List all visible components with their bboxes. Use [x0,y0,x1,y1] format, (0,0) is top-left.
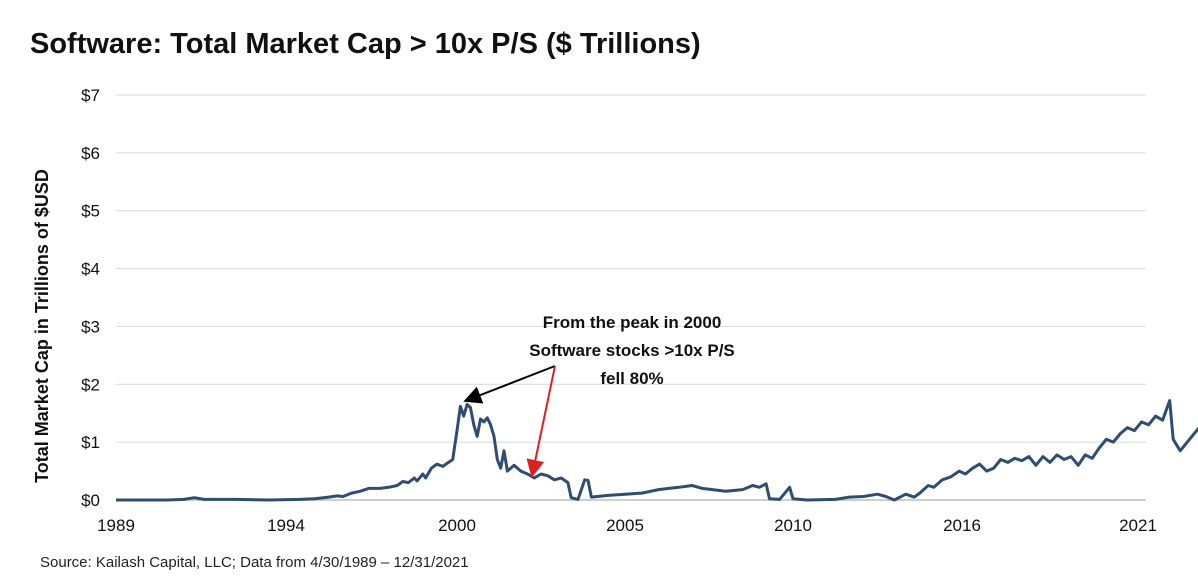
annotation-arrow-trough [526,365,556,478]
y-tick-label: $6 [81,144,100,163]
y-tick-label: $4 [81,260,100,279]
x-tick-label: 2005 [606,516,644,535]
y-tick-label: $7 [81,86,100,105]
gridlines [116,94,1146,443]
annotation-line-2: Software stocks >10x P/S [529,341,735,360]
x-tick-label: 1994 [267,516,305,535]
x-tick-label: 2016 [943,516,981,535]
y-tick-label: $5 [81,202,100,221]
x-tick-label: 1989 [97,516,135,535]
y-tick-label: $2 [81,375,100,394]
y-tick-label: $1 [81,433,100,452]
x-tick-label: 2000 [438,516,476,535]
y-axis-label: Total Market Cap in Trillions of $USD [32,169,52,483]
y-tick-label: $3 [81,317,100,336]
series-line [116,399,1198,502]
source-note: Source: Kailash Capital, LLC; Data from … [40,554,469,571]
y-axis-ticks: $0 $1 $2 $3 $4 $5 $6 $7 [81,86,100,510]
annotation-line-3: fell 80% [600,369,663,388]
chart-title: Software: Total Market Cap > 10x P/S ($ … [30,28,701,60]
x-tick-label: 2010 [774,516,812,535]
annotation-line-1: From the peak in 2000 [543,313,722,332]
annotation: From the peak in 2000 Software stocks >1… [463,313,735,478]
x-tick-label: 2021 [1119,516,1157,535]
x-axis-ticks: 1989 1994 2000 2005 2010 2016 2021 [97,516,1157,535]
y-tick-label: $0 [81,491,100,510]
annotation-arrow-peak [463,365,556,404]
